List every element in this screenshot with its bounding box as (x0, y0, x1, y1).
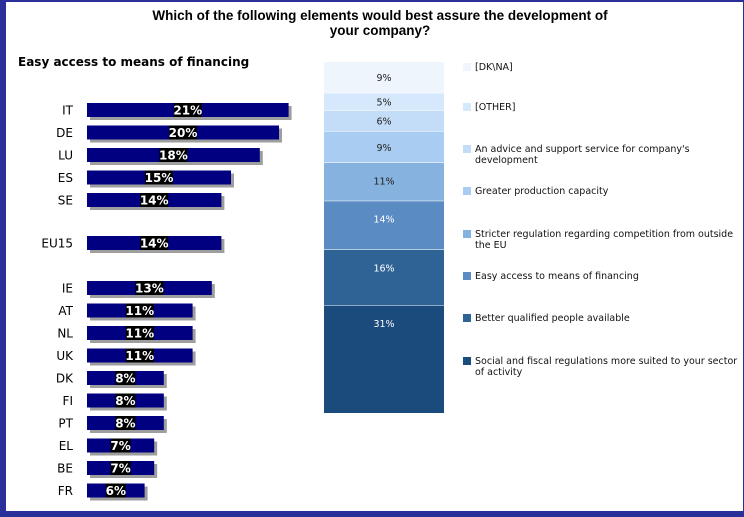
stack-segment-5 (324, 110, 444, 132)
legend-swatch-5 (463, 272, 471, 280)
category-label-fi: FI (63, 394, 73, 408)
chart-title-line2: your company? (329, 23, 431, 38)
category-label-es: ES (58, 171, 73, 185)
legend-swatch-7 (463, 357, 471, 365)
legend-label-7: Social and fiscal regulations more suite… (475, 356, 738, 378)
chart-title-line1: Which of the following elements would be… (152, 8, 608, 23)
value-label-bg-el (110, 438, 131, 453)
category-label-at: AT (58, 304, 73, 318)
value-label-eu15: 14% (140, 237, 169, 251)
stack-label-7: 9% (376, 73, 391, 84)
value-label-it: 21% (173, 104, 202, 118)
bar-chart-subtitle: Easy access to means of financing (18, 55, 250, 69)
value-label-bg-eu15 (140, 236, 169, 250)
stack-segment-4 (324, 131, 444, 163)
value-label-bg-nl (125, 326, 154, 340)
value-label-lu: 18% (159, 149, 188, 163)
legend-swatch-1 (463, 103, 471, 111)
value-label-at: 11% (125, 304, 154, 318)
value-label-nl: 11% (125, 327, 154, 341)
value-label-bg-at (125, 303, 154, 318)
stack-segment-6 (324, 92, 444, 111)
stack-segment-7 (324, 61, 444, 93)
category-label-de: DE (56, 126, 73, 140)
value-label-bg-de (169, 125, 197, 140)
stack-segment-1 (324, 249, 444, 306)
value-label-bg-se (140, 193, 169, 207)
legend-swatch-0 (463, 63, 471, 71)
stack-segment-3 (324, 162, 444, 201)
value-label-bg-fr (105, 483, 126, 498)
category-label-el: EL (59, 439, 74, 453)
legend-label-4: Stricter regulation regarding competitio… (475, 229, 734, 251)
stack-label-5: 6% (376, 117, 391, 128)
category-label-pt: PT (58, 417, 73, 431)
value-label-bg-it (173, 103, 202, 117)
value-label-pt: 8% (115, 417, 135, 431)
value-label-dk: 8% (115, 372, 135, 386)
value-label-se: 14% (140, 194, 169, 208)
stack-label-4: 9% (376, 143, 391, 154)
category-label-it: IT (62, 104, 74, 118)
value-label-bg-lu (159, 148, 188, 162)
legend-label-3: Greater production capacity (475, 186, 609, 197)
legend-swatch-6 (463, 314, 471, 322)
stack-label-6: 5% (376, 98, 391, 109)
stack-segment-0 (324, 305, 444, 413)
category-label-eu15: EU15 (41, 237, 73, 251)
value-label-ie: 13% (135, 282, 164, 296)
legend-label-1: [OTHER] (475, 102, 516, 113)
stack-label-0: 31% (373, 319, 394, 330)
category-label-nl: NL (57, 327, 73, 341)
value-label-bg-fi (115, 393, 136, 408)
legend-label-2: An advice and support service for compan… (475, 144, 690, 166)
value-label-es: 15% (145, 171, 174, 185)
stack-label-1: 16% (373, 263, 394, 274)
legend-swatch-4 (463, 230, 471, 238)
stack-label-3: 11% (373, 176, 394, 187)
chart-title: Which of the following elements would be… (60, 8, 700, 38)
value-label-uk: 11% (125, 349, 154, 363)
category-label-se: SE (58, 194, 73, 208)
legend-swatch-3 (463, 187, 471, 195)
category-label-be: BE (57, 462, 73, 476)
value-label-bg-es (145, 170, 173, 185)
legend-label-6: Better qualified people available (475, 313, 630, 324)
value-label-bg-uk (125, 348, 154, 363)
value-label-bg-dk (115, 371, 136, 385)
legend-label-5: Easy access to means of financing (475, 271, 639, 282)
value-label-fi: 8% (115, 394, 135, 408)
category-label-dk: DK (56, 372, 74, 386)
value-label-el: 7% (110, 439, 130, 453)
category-label-ie: IE (62, 282, 73, 296)
value-label-bg-ie (135, 281, 164, 295)
category-label-fr: FR (58, 484, 73, 498)
value-label-fr: 6% (106, 484, 126, 498)
value-label-bg-pt (115, 416, 136, 430)
legend-swatch-2 (463, 145, 471, 153)
value-label-de: 20% (169, 126, 198, 140)
stack-label-2: 14% (373, 215, 394, 226)
category-label-uk: UK (56, 349, 74, 363)
value-label-bg-be (110, 461, 131, 475)
category-label-lu: LU (58, 149, 73, 163)
legend-label-0: [DK\NA] (475, 62, 513, 73)
value-label-be: 7% (110, 462, 130, 476)
stack-segment-2 (324, 200, 444, 250)
